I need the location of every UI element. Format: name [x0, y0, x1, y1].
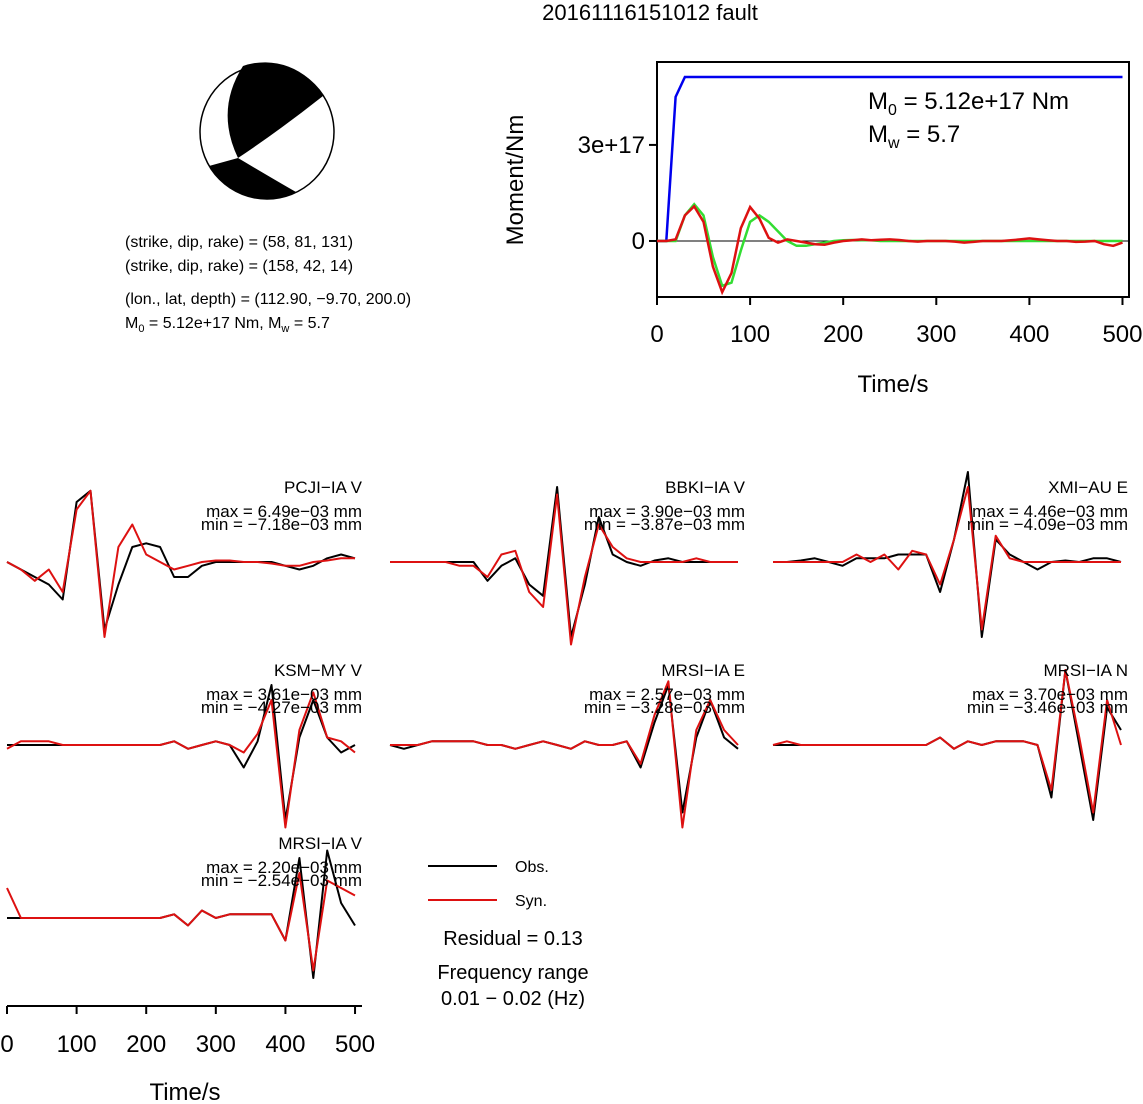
x-tick-label: 300 [196, 1031, 236, 1058]
moment-curve [657, 202, 1123, 288]
station-label: XMI−AU E [1048, 478, 1128, 497]
station-label: PCJI−IA V [284, 478, 363, 497]
x-tick-label: 400 [265, 1031, 305, 1058]
min-label: min = −4.27e−03 mm [201, 698, 362, 717]
moment-frame [656, 61, 1130, 298]
syn-trace [390, 493, 738, 646]
min-label: min = −3.46e−03 mm [967, 698, 1128, 717]
y-tick-label: 0 [632, 228, 645, 255]
x-tick-label: 100 [730, 321, 770, 348]
y-tick-label: 3e+17 [578, 132, 645, 159]
residual: Residual = 0.13 [443, 928, 583, 950]
figure-title: 20161116151012 fault [542, 0, 758, 25]
x-tick-label: 500 [335, 1031, 375, 1058]
max-label: max = 3.90e−03 mm [589, 502, 745, 521]
syn-trace [772, 669, 1122, 814]
x-tick-label: 200 [126, 1031, 166, 1058]
min-label: min = −4.09e−03 mm [967, 515, 1128, 534]
min-label: min = −3.28e−03 mm [584, 698, 745, 717]
legend-label: Syn. [515, 893, 547, 910]
legend-label: Obs. [515, 859, 549, 876]
x-tick-label: 200 [823, 321, 863, 348]
max-label: max = 3.70e−03 mm [972, 685, 1128, 704]
x-tick-label: 300 [916, 321, 956, 348]
x-tick-label: 0 [0, 1031, 13, 1058]
moment-line: M0 = 5.12e+17 Nm, Mw = 5.7 [125, 315, 330, 335]
syn-trace [6, 489, 355, 638]
plane-1: (strike, dip, rake) = (58, 81, 131) [125, 234, 353, 251]
moment-curve [657, 75, 1123, 243]
syn-trace [773, 486, 1121, 631]
mw-annotation: Mw = 5.7 [868, 121, 960, 152]
station-label: BBKI−IA V [665, 478, 746, 497]
frequency-label: Frequency range [437, 962, 588, 984]
max-label: max = 4.46e−03 mm [972, 502, 1128, 521]
max-label: max = 2.20e−03 mm [206, 858, 362, 877]
station-label: KSM−MY V [274, 661, 363, 680]
beach-ball [199, 62, 335, 200]
y-axis-label: Moment/Nm [502, 115, 529, 246]
x-tick-label: 500 [1102, 321, 1142, 348]
max-label: max = 2.57e−03 mm [589, 685, 745, 704]
frequency-range: 0.01 − 0.02 (Hz) [441, 988, 585, 1010]
plane-2: (strike, dip, rake) = (158, 42, 14) [125, 258, 353, 275]
station-label: MRSI−IA E [661, 661, 745, 680]
moment-curve [657, 204, 1123, 296]
max-label: max = 3.61e−03 mm [206, 685, 362, 704]
station-label: MRSI−IA N [1043, 661, 1128, 680]
location: (lon., lat, depth) = (112.90, −9.70, 200… [125, 291, 411, 308]
min-label: min = −2.54e−03 mm [201, 871, 362, 890]
min-label: min = −3.87e−03 mm [584, 515, 745, 534]
x-tick-label: 0 [650, 321, 663, 348]
station-label: MRSI−IA V [278, 834, 362, 853]
x-tick-label: 400 [1009, 321, 1049, 348]
syn-trace [6, 691, 356, 829]
min-label: min = −7.18e−03 mm [201, 515, 362, 534]
max-label: max = 6.49e−03 mm [206, 502, 362, 521]
moment-annotation: M0 = 5.12e+17 Nm [868, 88, 1069, 119]
wave-x-label: Time/s [149, 1079, 220, 1104]
x-tick-label: 100 [57, 1031, 97, 1058]
syn-trace [6, 872, 356, 972]
x-axis-label: Time/s [857, 371, 928, 398]
syn-trace [390, 680, 739, 829]
